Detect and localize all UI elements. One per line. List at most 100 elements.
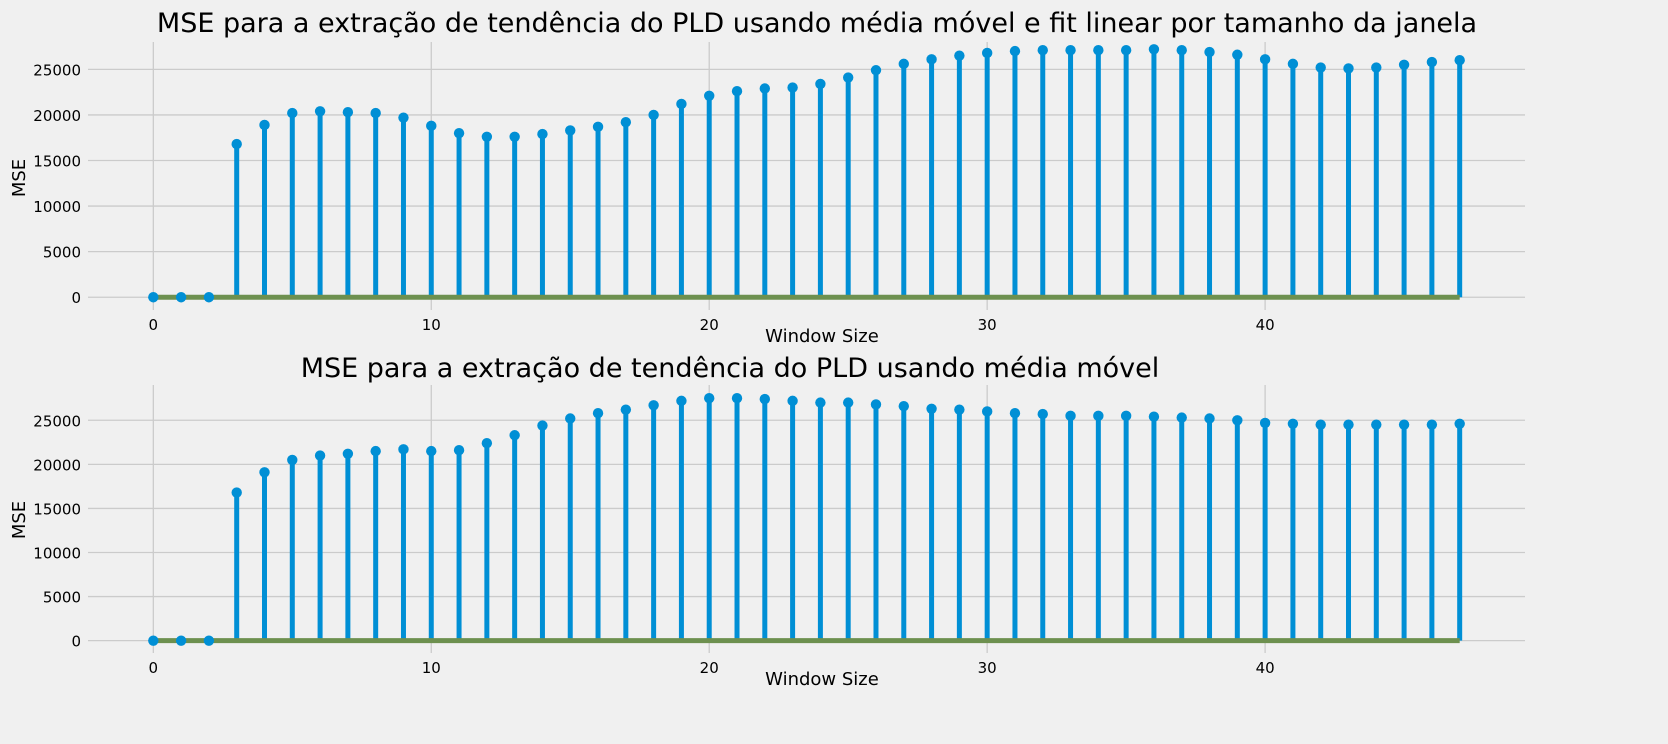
chart-top-marker	[1148, 44, 1160, 55]
chart-bottom-marker	[842, 397, 854, 408]
chart-top-ytick-label: 10000	[33, 198, 81, 216]
chart-top-marker	[1009, 45, 1021, 57]
chart-bottom-marker	[398, 444, 409, 455]
chart-top-marker	[1343, 63, 1354, 74]
chart-top-xtick-label: 20	[700, 316, 719, 334]
chart-bottom-marker	[1287, 418, 1299, 429]
chart-top-xtick-label: 10	[422, 316, 441, 334]
chart-bottom-title: MSE para a extração de tendência do PLD …	[301, 353, 1160, 384]
chart-top-marker	[1232, 49, 1243, 60]
chart-top-marker	[815, 78, 826, 90]
chart-top-ytick-label: 20000	[33, 107, 81, 125]
chart-bottom-marker	[481, 437, 493, 449]
chart-top-marker	[1093, 45, 1104, 56]
chart-bottom-xtick-label: 40	[1256, 659, 1275, 677]
chart-top-marker	[1287, 58, 1299, 70]
chart-top-xtick-label: 30	[978, 316, 997, 334]
chart-bottom-marker	[1426, 419, 1438, 430]
chart-top-marker	[398, 112, 409, 123]
chart-top-marker	[1259, 54, 1271, 65]
chart-top-marker	[148, 292, 159, 303]
chart-top-marker	[1204, 46, 1215, 58]
chart-bottom-marker	[1120, 410, 1132, 422]
chart-bottom-marker	[1232, 415, 1243, 426]
chart-top-ytick-label: 0	[71, 289, 81, 307]
chart-bottom-marker	[815, 397, 826, 408]
chart-bottom-marker	[620, 404, 632, 415]
chart-bottom-marker	[426, 445, 437, 457]
chart-bottom-marker	[954, 404, 965, 415]
chart-top-marker	[648, 109, 659, 121]
chart-bottom-markers	[148, 393, 1465, 646]
chart-top-marker	[981, 47, 993, 59]
chart-top-marker	[175, 292, 187, 303]
chart-bottom-marker	[898, 400, 909, 412]
chart-bottom-marker	[1204, 413, 1215, 424]
chart-top-marker	[731, 86, 743, 97]
chart-top-marker	[1037, 45, 1048, 56]
chart-top-marker	[1454, 55, 1465, 66]
chart-bottom-marker	[1037, 408, 1048, 420]
chart-top-marker	[1426, 56, 1438, 68]
chart-top-marker	[592, 121, 604, 132]
chart-bottom-marker	[175, 635, 187, 646]
chart-top-ytick-label: 5000	[43, 244, 81, 262]
chart-top-ylabel: MSE	[9, 159, 30, 197]
chart-bottom-marker	[1065, 410, 1076, 422]
chart-bottom-marker	[870, 399, 882, 410]
chart-bottom-marker	[759, 393, 771, 405]
chart-bottom-marker	[1398, 419, 1410, 430]
chart-top-marker	[787, 82, 798, 93]
chart-bottom-marker	[1148, 411, 1160, 422]
chart-bottom-marker	[981, 406, 993, 417]
chart-bottom-xtick-label: 10	[422, 659, 441, 677]
chart-top-marker	[1398, 59, 1410, 70]
chart-top-ytick-label: 15000	[33, 153, 81, 171]
chart-bottom-marker	[1343, 419, 1354, 430]
chart-bottom-marker	[342, 448, 354, 459]
chart-top-title: MSE para a extração de tendência do PLD …	[157, 8, 1477, 39]
chart-top-xlabel: Window Size	[765, 326, 879, 347]
chart-bottom-xlabel: Window Size	[765, 669, 879, 690]
chart-bottom-marker	[1371, 419, 1382, 430]
chart-top-marker	[1176, 45, 1187, 56]
chart-top-xtick-label: 40	[1256, 316, 1275, 334]
chart-bottom-marker	[592, 408, 604, 419]
chart-top-marker	[620, 117, 632, 128]
chart-bottom-ytick-label: 0	[71, 633, 81, 651]
chart-bottom-marker	[1259, 417, 1271, 429]
chart-top-marker	[287, 107, 298, 119]
chart-bottom-xtick-label: 0	[149, 659, 159, 677]
chart-bottom-marker	[537, 420, 548, 431]
chart-bottom-marker	[370, 445, 381, 457]
chart-top-ticks: 0 5000 10000 15000 20000 25000 0 10 20 30 40	[33, 61, 1274, 334]
chart-top-stems	[234, 49, 1463, 298]
chart-bottom-marker	[926, 403, 937, 415]
chart-bottom-marker	[1176, 412, 1187, 423]
chart-top-marker	[870, 65, 882, 76]
chart-bottom-marker	[1454, 418, 1465, 429]
chart-bottom-stems	[234, 398, 1463, 641]
chart-top-marker	[842, 72, 854, 83]
chart-bottom-marker	[1315, 419, 1326, 430]
chart-top-marker	[1065, 45, 1076, 56]
chart-top-xtick-label: 0	[149, 316, 159, 334]
chart-bottom-marker	[1093, 410, 1104, 422]
chart-top-marker	[1120, 45, 1132, 56]
chart-bottom-marker	[231, 487, 242, 498]
chart-bottom-marker	[259, 467, 270, 478]
chart-top-marker	[370, 107, 381, 119]
chart-bottom-marker	[148, 635, 159, 646]
chart-top-marker	[231, 138, 242, 150]
chart-top-marker	[203, 292, 215, 303]
chart-top-marker	[537, 128, 548, 140]
chart-bottom-marker	[1009, 408, 1021, 419]
chart-top-marker	[704, 90, 715, 101]
chart-bottom-xtick-label: 30	[978, 659, 997, 677]
chart-top-marker	[759, 83, 771, 94]
chart-bottom-marker	[648, 400, 659, 411]
chart-top-marker	[509, 131, 520, 143]
chart-bottom-ytick-label: 10000	[33, 545, 81, 563]
